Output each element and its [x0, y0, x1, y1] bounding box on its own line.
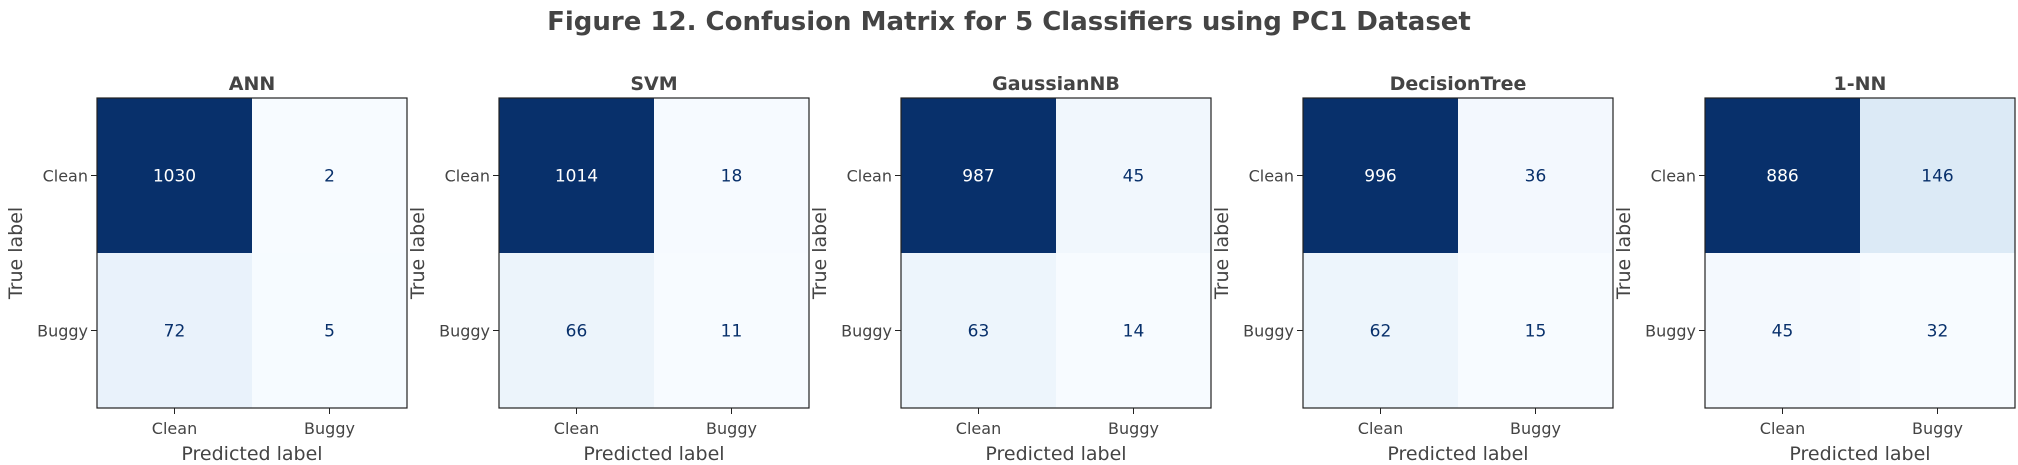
x-tick-label: Clean [1760, 419, 1805, 438]
x-axis-label: Predicted label [583, 443, 724, 465]
x-tick-label: Buggy [706, 419, 757, 438]
cell-value-label: 1014 [555, 167, 598, 187]
y-tick-label: Clean [445, 167, 490, 186]
cell-value-label: 66 [566, 322, 588, 342]
y-axis-label: True label [809, 207, 831, 300]
heatmap-cell [1458, 253, 1613, 408]
panel-title: DecisionTree [1390, 73, 1527, 95]
heatmap-cell [901, 253, 1056, 408]
cell-value-label: 1030 [153, 167, 196, 187]
cell-value-label: 146 [1921, 167, 1953, 187]
y-tick-label: Clean [1249, 167, 1294, 186]
heatmap-cell [901, 98, 1056, 253]
x-tick-label: Clean [554, 419, 599, 438]
heatmap-cell [97, 253, 252, 408]
confusion-matrix-3: GaussianNB 987 45 63 14 Clean Buggy Clean Buggy P… [809, 73, 1212, 465]
heatmap-cell [1705, 98, 1860, 253]
cell-value-label: 45 [1123, 167, 1145, 187]
cell-value-label: 18 [721, 167, 743, 187]
axes-frame [900, 97, 1212, 409]
y-tick-label: Buggy [439, 322, 490, 341]
confusion-matrix-1: ANN 1030 2 72 5 Clean Buggy Clean Buggy Predicted… [5, 73, 408, 465]
cell-value-label: 62 [1370, 322, 1392, 342]
panel-title: GaussianNB [992, 73, 1120, 95]
cell-value-label: 5 [324, 322, 335, 342]
confusion-matrix-4: DecisionTree 996 36 62 15 Clean Buggy Clean Bugg… [1211, 73, 1614, 465]
x-axis-label: Predicted label [1789, 443, 1930, 465]
x-tick-label: Buggy [1510, 419, 1561, 438]
confusion-matrix-2: SVM 1014 18 66 11 Clean Buggy Clean Buggy Predict… [407, 73, 810, 465]
heatmap-cell [1303, 253, 1458, 408]
y-tick-label: Clean [1651, 167, 1696, 186]
heatmap-cell [1056, 98, 1211, 253]
cell-value-label: 2 [324, 167, 335, 187]
cell-value-label: 45 [1772, 322, 1794, 342]
cell-value-label: 996 [1364, 167, 1396, 187]
heatmap-cell [97, 98, 252, 253]
x-tick-label: Clean [956, 419, 1001, 438]
cell-value-label: 72 [164, 322, 186, 342]
axes-frame [1704, 97, 2016, 409]
heatmap-cell [1056, 253, 1211, 408]
heatmap-cell [252, 98, 407, 253]
figure-suptitle: Figure 12. Confusion Matrix for 5 Classi… [547, 7, 1471, 37]
heatmap-cell [499, 98, 654, 253]
x-tick-label: Clean [152, 419, 197, 438]
heatmap-cell [654, 253, 809, 408]
axes-frame [498, 97, 810, 409]
y-tick-label: Clean [847, 167, 892, 186]
y-tick-label: Buggy [37, 322, 88, 341]
y-axis-label: True label [1613, 207, 1635, 300]
cell-value-label: 987 [962, 167, 994, 187]
x-tick-label: Buggy [1912, 419, 1963, 438]
x-axis-label: Predicted label [1387, 443, 1528, 465]
y-tick-label: Buggy [1645, 322, 1696, 341]
heatmap-cell [1860, 253, 2015, 408]
y-tick-label: Buggy [841, 322, 892, 341]
y-axis-label: True label [1211, 207, 1233, 300]
panel-title: 1-NN [1834, 73, 1887, 95]
x-tick-label: Buggy [1108, 419, 1159, 438]
heatmap-cell [1458, 98, 1613, 253]
x-axis-label: Predicted label [181, 443, 322, 465]
y-tick-label: Clean [43, 167, 88, 186]
y-tick-label: Buggy [1243, 322, 1294, 341]
x-axis-label: Predicted label [985, 443, 1126, 465]
cell-value-label: 14 [1123, 322, 1145, 342]
confusion-matrix-5: 1-NN 886 146 45 32 Clean Buggy Clean Buggy Predic… [1613, 73, 2016, 465]
x-tick-label: Buggy [304, 419, 355, 438]
cell-value-label: 36 [1525, 167, 1547, 187]
y-axis-label: True label [5, 207, 27, 300]
cell-value-label: 11 [721, 322, 743, 342]
heatmap-cell [1303, 98, 1458, 253]
axes-frame [96, 97, 408, 409]
heatmap-cell [1705, 253, 1860, 408]
heatmap-cell [1860, 98, 2015, 253]
cell-value-label: 32 [1927, 322, 1949, 342]
y-axis-label: True label [407, 207, 429, 300]
axes-frame [1302, 97, 1614, 409]
panel-title: ANN [229, 73, 276, 95]
panel-title: SVM [630, 73, 677, 95]
confusion-matrix-panels: ANN 1030 2 72 5 Clean Buggy Clean Buggy Predicted… [5, 73, 2016, 465]
cell-value-label: 886 [1766, 167, 1798, 187]
heatmap-cell [499, 253, 654, 408]
x-tick-label: Clean [1358, 419, 1403, 438]
cell-value-label: 63 [968, 322, 990, 342]
heatmap-cell [654, 98, 809, 253]
cell-value-label: 15 [1525, 322, 1547, 342]
heatmap-cell [252, 253, 407, 408]
